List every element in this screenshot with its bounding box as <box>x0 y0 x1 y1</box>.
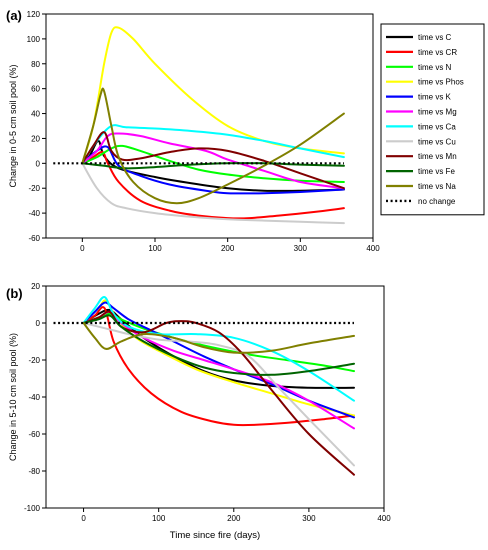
panel-a-series-time-vs-mn <box>81 131 345 190</box>
legend-entry-time-vs-mg: time vs Mg <box>418 108 457 117</box>
legend-box <box>380 23 485 216</box>
panel-b-ytick-label: -60 <box>28 430 40 439</box>
panel-b-series-time-vs-cu <box>82 322 355 467</box>
panel-a-ytick-label: -60 <box>28 234 40 243</box>
panel-a-xtick-label: 300 <box>294 244 308 253</box>
panel-a-series-time-vs-mg <box>81 132 345 190</box>
panel-b-series-time-vs-mn <box>82 310 355 476</box>
legend-entry-no-change: no change <box>418 197 456 206</box>
panel-a-ytick-label: 100 <box>27 35 41 44</box>
panel-a-series-time-vs-n <box>81 144 345 183</box>
panel-b-series-time-vs-na <box>82 322 355 354</box>
panel-b-y-axis-label: Change in 5-10 cm soil pool (%) <box>8 333 18 461</box>
legend-entry-time-vs-cu: time vs Cu <box>418 137 456 146</box>
panel-b-xtick-label: 200 <box>227 514 241 523</box>
panel-a-ytick-label: -40 <box>28 209 40 218</box>
panel-b-ytick-label: -40 <box>28 393 40 402</box>
legend-entry-time-vs-k: time vs K <box>418 93 452 102</box>
panel-a-ytick-label: -20 <box>28 184 40 193</box>
panel-b-ytick-label: -100 <box>24 504 41 513</box>
panel-a-series-time-vs-cu <box>81 162 345 225</box>
panel-b-xtick-label: 400 <box>377 514 391 523</box>
legend-entry-time-vs-n: time vs N <box>418 63 452 72</box>
panel-a-series-time-vs-ca <box>81 124 345 165</box>
panel-a-ytick-label: 120 <box>27 10 41 19</box>
panel-a-series-time-vs-k <box>81 145 345 195</box>
panel-b-ytick-label: -80 <box>28 467 40 476</box>
panel-b-x-axis-label: Time since fire (days) <box>170 530 260 541</box>
legend-entry-time-vs-mn: time vs Mn <box>418 152 457 161</box>
panel-b-xtick-label: 100 <box>152 514 166 523</box>
panel-a-series-time-vs-cr <box>81 150 345 220</box>
panel-b-xtick-label: 0 <box>81 514 86 523</box>
panel-a-ytick-label: 40 <box>31 110 40 119</box>
panel-b-ytick-label: -20 <box>28 356 40 365</box>
panel-a-plot-frame <box>45 13 374 239</box>
panel-a-ytick-label: 80 <box>31 60 40 69</box>
legend-entry-time-vs-phos: time vs Phos <box>418 78 464 87</box>
panel-b-ytick-label: 20 <box>31 282 40 291</box>
panel-b-series-time-vs-phos <box>82 299 355 417</box>
panel-a-y-axis-label: Change in 0-5 cm soil pool (%) <box>8 64 18 187</box>
panel-a-xtick-label: 0 <box>80 244 85 253</box>
panel-a-ytick-label: 60 <box>31 85 40 94</box>
panel-a-ytick-label: 0 <box>36 159 41 168</box>
legend-entry-time-vs-na: time vs Na <box>418 182 456 191</box>
legend-entry-time-vs-fe: time vs Fe <box>418 167 455 176</box>
legend: time vs C time vs CR time vs N time vs Phos… <box>380 23 485 216</box>
panel-b-series-time-vs-fe <box>82 314 355 376</box>
panel-a-xtick-label: 200 <box>221 244 235 253</box>
panel-a-panel-label: (a) <box>6 8 22 23</box>
panel-b-series-time-vs-cr <box>82 306 355 427</box>
panel-b-xtick-label: 300 <box>302 514 316 523</box>
panel-a-series-time-vs-na <box>81 87 345 205</box>
legend-entry-time-vs-cr: time vs CR <box>418 48 457 57</box>
panel-a-xtick-label: 100 <box>148 244 162 253</box>
panel-b-panel-label: (b) <box>6 286 23 301</box>
panel-a-xtick-label: 400 <box>366 244 380 253</box>
legend-entry-time-vs-ca: time vs Ca <box>418 122 456 131</box>
panel-a: -60 -40 -20 0 20 40 60 80 100 120 0 100 200 300 400 Cha… <box>6 8 380 253</box>
panel-a-ytick-label: 20 <box>31 134 40 143</box>
legend-entry-time-vs-c: time vs C <box>418 33 452 42</box>
panel-b-ytick-label: 0 <box>36 319 41 328</box>
